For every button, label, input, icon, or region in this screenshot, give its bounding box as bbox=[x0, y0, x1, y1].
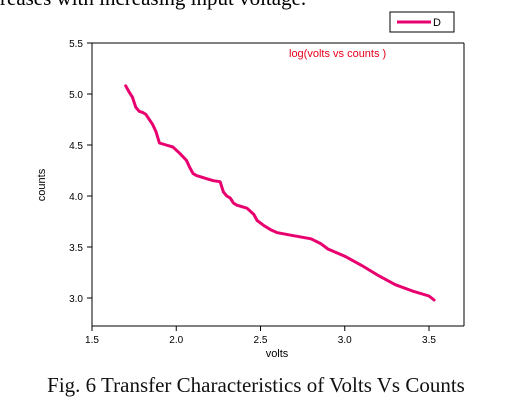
series-line-d bbox=[124, 84, 436, 302]
x-tick-label: 3.5 bbox=[422, 335, 436, 346]
y-tick-label: 3.0 bbox=[69, 294, 83, 305]
chart: 1.5 2.0 2.5 3.0 3.5 3.0 3.5 4.0 4.5 5.0 5.5 D log(… bbox=[36, 11, 465, 360]
y-tick-label: 5.5 bbox=[69, 39, 83, 50]
y-tick-label: 3.5 bbox=[69, 243, 83, 254]
tick-group: 1.5 2.0 2.5 3.0 3.5 3.0 3.5 4.0 4.5 5.0 5.5 bbox=[69, 39, 436, 346]
x-tick-label: 2.5 bbox=[254, 335, 268, 346]
legend-label: D bbox=[433, 17, 441, 29]
x-tick-label: 3.0 bbox=[338, 335, 352, 346]
figure-caption: Fig. 6 Transfer Characteristics of Volts… bbox=[47, 373, 465, 397]
x-axis-label: volts bbox=[266, 348, 289, 360]
y-tick-label: 4.5 bbox=[69, 141, 83, 152]
y-tick-label: 4.0 bbox=[69, 192, 83, 203]
x-tick-label: 2.0 bbox=[169, 335, 183, 346]
y-axis-label: counts bbox=[36, 168, 48, 201]
chart-annotation: log(volts vs counts ) bbox=[289, 48, 386, 60]
y-tick-label: 5.0 bbox=[69, 90, 83, 101]
x-tick-label: 1.5 bbox=[85, 335, 99, 346]
legend: D bbox=[389, 11, 455, 33]
page-top-text: reases with increasing input voltage. bbox=[0, 0, 306, 11]
